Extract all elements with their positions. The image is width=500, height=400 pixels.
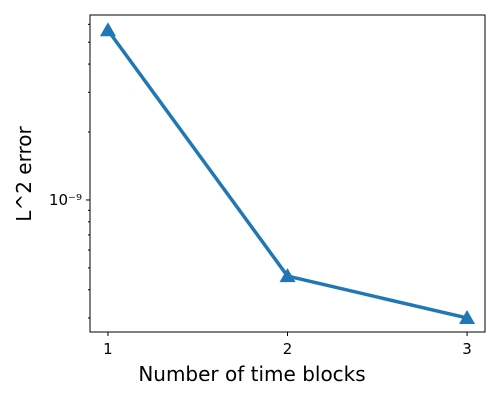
data-point: [459, 309, 476, 324]
x-tick-label: 2: [283, 340, 293, 358]
x-tick-label: 1: [103, 340, 113, 358]
x-tick-label: 3: [462, 340, 472, 358]
data-point: [279, 268, 296, 283]
data-point: [99, 22, 116, 37]
y-axis-label: L^2 error: [12, 126, 36, 222]
y-tick-label: 10⁻⁹: [49, 191, 82, 209]
x-axis-label: Number of time blocks: [138, 362, 365, 386]
plot-frame: [89, 14, 486, 333]
